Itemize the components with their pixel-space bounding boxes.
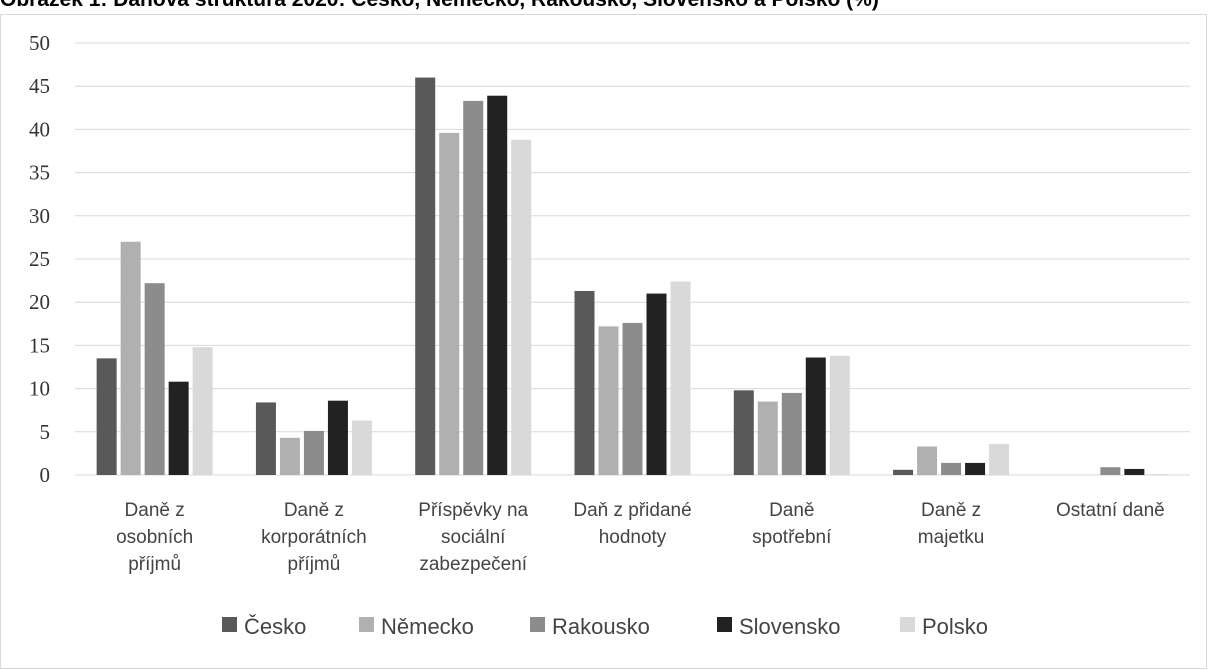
x-tick-label-line: majetku bbox=[918, 527, 985, 548]
legend-swatch bbox=[222, 617, 237, 632]
bar bbox=[279, 437, 300, 475]
x-tick-label: Daně z osobních příjmů bbox=[116, 500, 193, 575]
x-tick-label-line: Daň z přidané bbox=[573, 500, 691, 521]
bar bbox=[351, 420, 372, 475]
x-tick-label: Ostatní daně bbox=[1056, 500, 1165, 521]
legend-swatch bbox=[717, 617, 732, 632]
bar bbox=[168, 381, 189, 475]
bar bbox=[511, 139, 532, 475]
bar bbox=[415, 77, 436, 475]
bar bbox=[144, 283, 165, 475]
x-tick-label-line: Daně bbox=[769, 500, 814, 521]
bars bbox=[96, 77, 1169, 475]
y-tick-label: 15 bbox=[29, 333, 50, 357]
x-tick-label: Daň z přidané hodnoty bbox=[573, 500, 691, 548]
bar bbox=[327, 400, 348, 475]
x-tick-label-line: příjmů bbox=[128, 554, 181, 575]
chart-frame bbox=[0, 14, 1207, 669]
x-tick-label-line: hodnoty bbox=[599, 527, 667, 548]
legend-label: Německo bbox=[381, 614, 474, 639]
legend-swatch bbox=[900, 617, 915, 632]
y-tick-label: 50 bbox=[29, 31, 50, 55]
y-tick-label: 45 bbox=[29, 74, 50, 98]
x-tick-label: Daně z korporátních příjmů bbox=[261, 500, 367, 575]
bar bbox=[598, 326, 619, 475]
bar bbox=[989, 443, 1010, 475]
bar bbox=[255, 402, 276, 475]
bar bbox=[574, 290, 595, 475]
legend-swatch bbox=[359, 617, 374, 632]
bar bbox=[757, 401, 778, 475]
bar bbox=[829, 355, 850, 475]
bar bbox=[303, 430, 324, 475]
chart-title: Obrázek 1: Daňová struktura 2020: Česko,… bbox=[0, 0, 1209, 13]
legend-label: Česko bbox=[244, 614, 306, 639]
bar bbox=[487, 95, 508, 475]
x-tick-label-line: Daně z bbox=[284, 500, 344, 521]
legend-label: Rakousko bbox=[552, 614, 650, 639]
y-tick-label: 35 bbox=[29, 161, 50, 185]
x-axis-ticks: Daně z osobních příjmů Daně z korporátních př… bbox=[116, 500, 1165, 575]
bar bbox=[805, 357, 826, 475]
x-tick-label-line: sociální bbox=[441, 527, 506, 548]
bar bbox=[646, 293, 667, 475]
y-tick-label: 0 bbox=[40, 463, 51, 487]
x-tick-label-line: Daně z bbox=[921, 500, 981, 521]
bar bbox=[1124, 468, 1145, 475]
bar bbox=[733, 390, 754, 475]
y-tick-label: 40 bbox=[29, 117, 50, 141]
y-tick-label: 5 bbox=[40, 420, 51, 444]
bar bbox=[120, 241, 141, 475]
bar bbox=[96, 358, 117, 475]
bar bbox=[917, 446, 938, 475]
bar bbox=[781, 392, 802, 475]
bar bbox=[1148, 474, 1169, 475]
x-tick-label-line: Daně z bbox=[125, 500, 185, 521]
x-tick-label-line: osobních bbox=[116, 527, 193, 548]
legend-swatch bbox=[530, 617, 545, 632]
bar bbox=[965, 462, 986, 475]
x-tick-label-line: Ostatní daně bbox=[1056, 500, 1165, 521]
x-tick-label-line: příjmů bbox=[288, 554, 341, 575]
y-tick-label: 10 bbox=[29, 377, 50, 401]
bar bbox=[893, 469, 914, 475]
bar bbox=[463, 100, 484, 475]
bar bbox=[941, 462, 962, 475]
y-axis-ticks: 0 5 10 15 20 25 30 35 40 45 50 bbox=[29, 31, 50, 487]
x-tick-label-line: korporátních bbox=[261, 527, 367, 548]
x-tick-label-line: zabezpečení bbox=[419, 554, 527, 575]
x-tick-label-line: Příspěvky na bbox=[418, 500, 528, 521]
legend: Česko Německo Rakousko Slovensko Polsko bbox=[222, 614, 988, 639]
legend-label: Polsko bbox=[922, 614, 988, 639]
y-tick-label: 30 bbox=[29, 204, 50, 228]
y-tick-label: 25 bbox=[29, 247, 50, 271]
legend-label: Slovensko bbox=[739, 614, 841, 639]
bar bbox=[622, 322, 643, 475]
bar bbox=[670, 281, 691, 475]
x-tick-label: Příspěvky na sociální zabezpečení bbox=[418, 500, 528, 575]
x-tick-label: Daně z majetku bbox=[918, 500, 985, 548]
bar bbox=[192, 347, 213, 475]
y-tick-label: 20 bbox=[29, 290, 50, 314]
x-tick-label-line: spotřební bbox=[752, 527, 832, 548]
bar bbox=[439, 132, 460, 475]
bar bbox=[1100, 467, 1121, 475]
x-tick-label: Daně spotřební bbox=[752, 500, 832, 548]
